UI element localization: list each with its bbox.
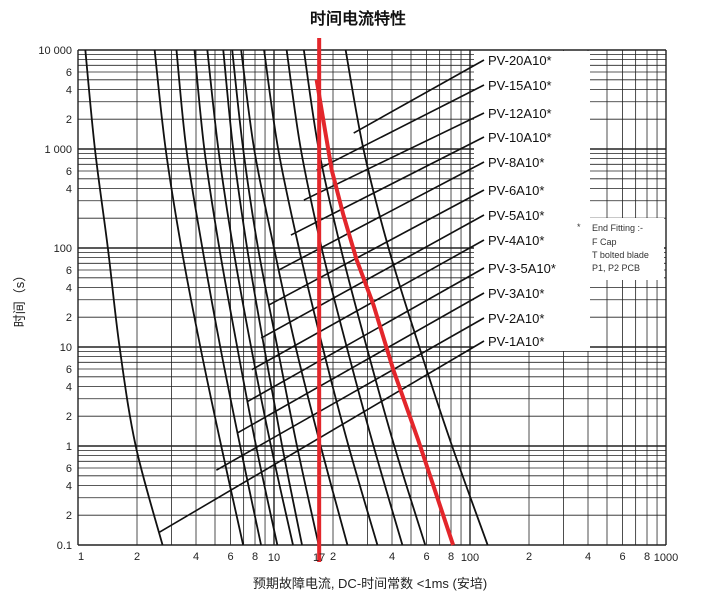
fuse-curve-pv-12a10 (285, 49, 404, 546)
y-tick-label: 2 (66, 510, 72, 522)
legend-leader-line (215, 317, 485, 471)
y-tick-label: 10 (60, 342, 72, 354)
x-tick-label: 1 (78, 551, 84, 563)
chart-title: 时间电流特性 (310, 9, 406, 28)
end-fitting-note: * End Fitting :- F Cap T bolted blade P1… (577, 222, 649, 273)
x-tick-label: 6 (227, 551, 233, 563)
x-tick-label: 8 (448, 551, 454, 563)
legend-label: PV-1A10* (488, 334, 544, 349)
legend-background (474, 51, 664, 351)
note-area (572, 218, 664, 280)
legend-leader-line (246, 267, 485, 403)
legend-leader-line (159, 340, 485, 533)
legend-label: PV-10A10* (488, 130, 552, 145)
y-tick-label: 6 (66, 364, 72, 376)
fuse-curves (84, 49, 489, 546)
fuse-curve-pv-8a10 (240, 49, 349, 546)
legend-label: PV-4A10* (488, 233, 544, 248)
y-tick-label: 10 000 (38, 45, 72, 57)
x-tick-label: 2 (526, 551, 532, 563)
fuse-curve-pv-6a10 (231, 49, 320, 546)
x-tick-label: 4 (193, 551, 199, 563)
legend-label: PV-3A10* (488, 286, 544, 301)
legend-leader-line (316, 84, 485, 171)
x-tick-label: 4 (585, 551, 591, 563)
x-tick-label: 2 (330, 551, 336, 563)
legend-label: PV-2A10* (488, 311, 544, 326)
legend-label: PV-12A10* (488, 106, 552, 121)
legend-leader-line (353, 59, 485, 134)
x-tick-label: 10 (268, 552, 280, 564)
legend: PV-20A10* PV-15A10* PV-12A10* PV-10A10* PV-8… (488, 53, 556, 349)
x-axis-label: 预期故障电流, DC-时间常数 <1ms (安培) (253, 576, 487, 591)
y-tick-label: 6 (66, 166, 72, 178)
y-tick-label: 6 (66, 67, 72, 79)
legend-label: PV-3-5A10* (488, 261, 556, 276)
legend-leader-line (236, 292, 485, 434)
x-tick-label: 4 (389, 551, 395, 563)
x-tick-label: 6 (619, 551, 625, 563)
x-tick-label: 8 (252, 551, 258, 563)
y-tick-label: 2 (66, 312, 72, 324)
y-tick-label: 100 (54, 243, 72, 255)
note-marker: * (577, 222, 581, 232)
fuse-curve-pv-2a10 (153, 49, 245, 546)
note-line: P1, P2 PCB (592, 263, 640, 273)
y-tick-label: 4 (66, 282, 72, 294)
fuse-curve-pv-15a10 (302, 49, 427, 546)
note-line: End Fitting :- (592, 223, 643, 233)
legend-label: PV-20A10* (488, 53, 552, 68)
x-tick-label: 8 (644, 551, 650, 563)
legend-leader-line (268, 189, 485, 306)
highlight-overlay (314, 38, 456, 562)
x-tick-label: 6 (423, 551, 429, 563)
y-tick-label: 1 000 (44, 144, 72, 156)
fuse-curve-pv-10a10 (263, 49, 379, 546)
y-tick-label: 6 (66, 463, 72, 475)
fuse-curve-pv-20a10 (344, 49, 489, 546)
note-line: T bolted blade (592, 250, 649, 260)
x-tick-label: 100 (461, 552, 479, 564)
fuse-curve-pv-3-5a10 (193, 49, 279, 546)
legend-label: PV-5A10* (488, 208, 544, 223)
y-tick-label: 4 (66, 183, 72, 195)
fuse-curve-pv-5a10 (222, 49, 303, 546)
y-tick-label: 1 (66, 441, 72, 453)
x-tick-label: 2 (134, 551, 140, 563)
y-tick-label: 2 (66, 114, 72, 126)
y-tick-label: 2 (66, 411, 72, 423)
y-tick-label: 0.1 (57, 540, 72, 552)
fuse-curve-pv-4a10 (206, 49, 294, 546)
x-tick-label: 17 (313, 552, 325, 564)
legend-label: PV-8A10* (488, 155, 544, 170)
legend-leader-line (251, 239, 485, 371)
legend-label: PV-6A10* (488, 183, 544, 198)
legend-area (474, 51, 590, 351)
x-tick-labels: 1 2 4 6 8 10 17 2 4 6 8 100 2 4 6 8 1000 (78, 551, 678, 564)
legend-leader-line (278, 161, 485, 271)
x-tick-label: 1000 (654, 552, 678, 564)
y-tick-labels: 10 000 6 4 2 1 000 6 4 100 6 4 2 10 6 4 2 1 6 4 2 0.1 (38, 45, 72, 552)
y-tick-label: 4 (66, 480, 72, 492)
y-tick-label: 6 (66, 265, 72, 277)
y-tick-label: 4 (66, 84, 72, 96)
legend-leader-line (260, 214, 485, 339)
highlight-curve (314, 79, 456, 546)
y-tick-label: 4 (66, 381, 72, 393)
fuse-curve-pv-3a10 (175, 49, 262, 546)
fuse-curve-pv-1a10 (84, 49, 164, 546)
y-axis-label: 时间（s） (12, 269, 27, 328)
legend-leader-line (290, 136, 485, 236)
legend-label: PV-15A10* (488, 78, 552, 93)
note-line: F Cap (592, 237, 617, 247)
